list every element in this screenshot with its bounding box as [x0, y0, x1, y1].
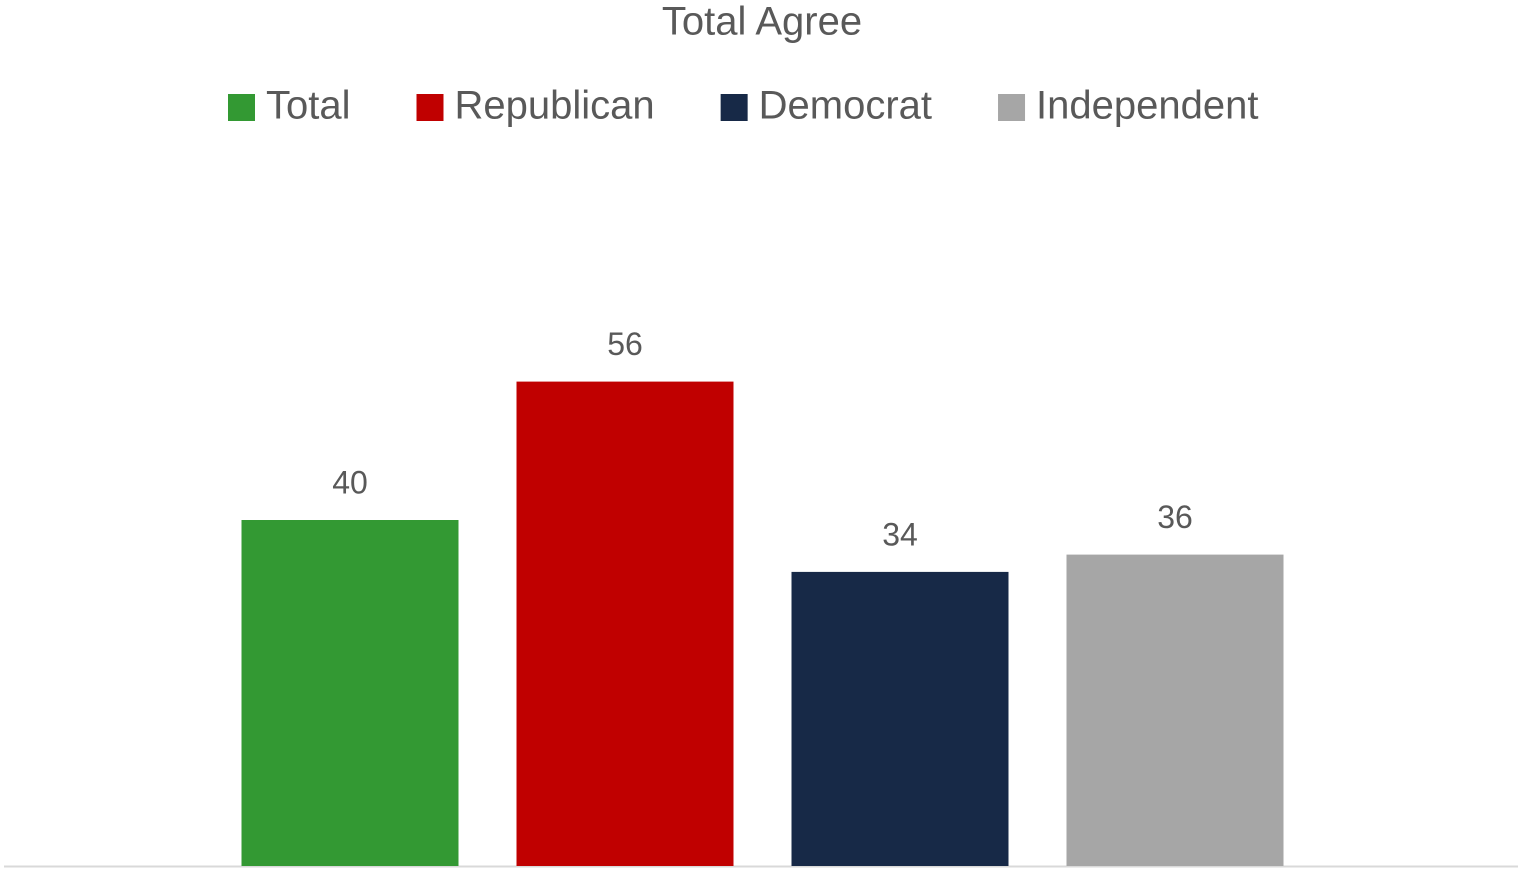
- legend-marker: [228, 94, 255, 121]
- value-label: 34: [882, 516, 918, 552]
- bar: [516, 381, 734, 866]
- legend-marker: [998, 94, 1026, 121]
- legend-marker: [416, 94, 444, 121]
- chart-title: Total Agree: [662, 0, 862, 44]
- bar: [241, 520, 459, 866]
- value-label: 56: [607, 326, 643, 362]
- legend-label: Democrat: [759, 84, 932, 128]
- legend-label: Independent: [1036, 84, 1258, 128]
- value-label: 40: [332, 464, 368, 500]
- legend-label: Republican: [455, 84, 655, 128]
- bar: [1066, 554, 1284, 866]
- legend-label: Total: [266, 84, 351, 128]
- value-label: 36: [1157, 499, 1193, 535]
- legend-marker: [720, 94, 748, 121]
- bar: [791, 571, 1009, 866]
